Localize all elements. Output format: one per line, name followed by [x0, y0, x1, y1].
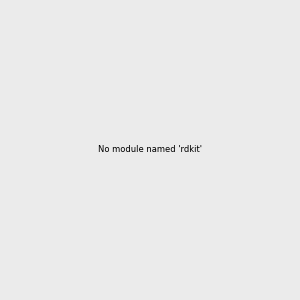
Text: No module named 'rdkit': No module named 'rdkit'	[98, 146, 202, 154]
